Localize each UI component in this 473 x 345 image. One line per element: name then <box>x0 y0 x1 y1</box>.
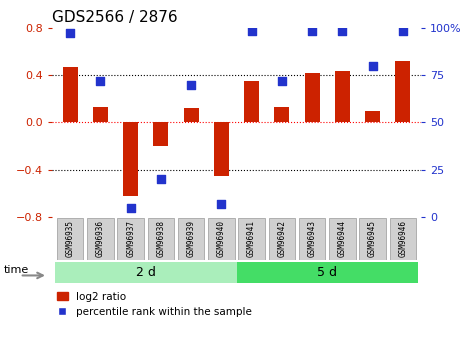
Text: GSM96946: GSM96946 <box>398 220 407 257</box>
Text: GSM96941: GSM96941 <box>247 220 256 257</box>
Bar <box>153 122 168 146</box>
FancyBboxPatch shape <box>390 218 416 260</box>
FancyBboxPatch shape <box>57 218 83 260</box>
FancyBboxPatch shape <box>117 218 144 260</box>
Text: GSM96939: GSM96939 <box>187 220 196 257</box>
Text: GSM96936: GSM96936 <box>96 220 105 257</box>
FancyBboxPatch shape <box>208 218 235 260</box>
FancyBboxPatch shape <box>87 218 114 260</box>
FancyBboxPatch shape <box>269 218 295 260</box>
FancyBboxPatch shape <box>236 262 418 284</box>
Bar <box>274 107 289 122</box>
Point <box>127 205 134 210</box>
Point <box>248 29 255 34</box>
Text: GSM96942: GSM96942 <box>277 220 286 257</box>
Point <box>96 78 104 83</box>
Text: 2 d: 2 d <box>136 266 156 279</box>
Point <box>339 29 346 34</box>
Bar <box>395 61 411 122</box>
Bar <box>365 111 380 122</box>
Point <box>218 201 225 207</box>
Bar <box>244 81 259 122</box>
FancyBboxPatch shape <box>329 218 356 260</box>
Bar <box>123 122 138 196</box>
Point <box>308 29 316 34</box>
Bar <box>184 108 199 122</box>
Bar <box>335 71 350 122</box>
Text: GSM96940: GSM96940 <box>217 220 226 257</box>
Point <box>66 30 74 36</box>
Point <box>187 82 195 87</box>
Text: GSM96943: GSM96943 <box>307 220 316 257</box>
FancyBboxPatch shape <box>55 262 236 284</box>
FancyBboxPatch shape <box>238 218 265 260</box>
Point <box>369 63 377 68</box>
FancyBboxPatch shape <box>148 218 174 260</box>
Text: time: time <box>4 265 29 275</box>
Text: GSM96937: GSM96937 <box>126 220 135 257</box>
Point <box>157 177 165 182</box>
Point <box>278 78 286 83</box>
Text: 5 d: 5 d <box>317 266 337 279</box>
Text: GSM96938: GSM96938 <box>157 220 166 257</box>
FancyBboxPatch shape <box>178 218 204 260</box>
Bar <box>305 73 320 122</box>
Bar <box>93 107 108 122</box>
FancyBboxPatch shape <box>359 218 386 260</box>
Point <box>399 29 407 34</box>
Text: GSM96944: GSM96944 <box>338 220 347 257</box>
Text: GSM96935: GSM96935 <box>66 220 75 257</box>
Text: GSM96945: GSM96945 <box>368 220 377 257</box>
Legend: log2 ratio, percentile rank within the sample: log2 ratio, percentile rank within the s… <box>57 292 252 317</box>
Bar <box>62 67 78 122</box>
Text: GDS2566 / 2876: GDS2566 / 2876 <box>52 10 178 25</box>
FancyBboxPatch shape <box>299 218 325 260</box>
Bar <box>214 122 229 176</box>
